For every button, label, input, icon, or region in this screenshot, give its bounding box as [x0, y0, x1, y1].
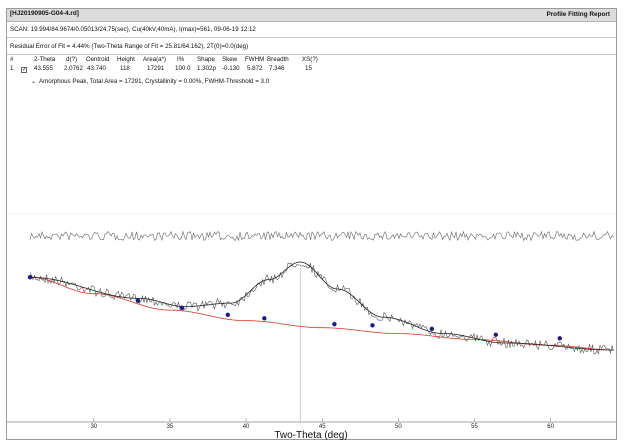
background-point[interactable]	[225, 312, 231, 317]
background-point[interactable]	[493, 332, 499, 337]
column-header: Skew	[222, 56, 238, 63]
x-axis-label: Two-Theta (deg)	[274, 430, 347, 441]
column-header: FWHM	[245, 56, 265, 63]
row-number: 1	[10, 65, 14, 72]
background-point[interactable]	[27, 275, 33, 280]
background-anchor-points	[27, 275, 562, 341]
cell-skew: -0.130	[222, 65, 240, 72]
profile-fit-line	[30, 261, 614, 351]
cell-breadth: 7.346	[269, 65, 285, 72]
x-tick-label: 50	[395, 424, 402, 430]
cell-centroid: 43.740	[87, 65, 106, 72]
background-curve-line	[30, 276, 614, 351]
cell-xs: 15	[305, 65, 312, 72]
residual-difference-trace	[29, 230, 614, 242]
cell-d: 2.0762	[64, 65, 83, 72]
x-tick-label: 60	[547, 424, 554, 430]
cell-area: 17291	[147, 65, 165, 72]
column-header: Centroid	[86, 56, 110, 63]
column-header: 2-Theta	[34, 56, 56, 63]
table-header-row: # 2-Theta d(?) Centroid Height Area(a*) …	[7, 56, 616, 65]
residual-error-info: Residual Error of Fit = 4.44% (Two-Theta…	[10, 43, 249, 50]
chevron-down-icon[interactable]: ⌄	[31, 78, 37, 85]
x-tick-label: 35	[167, 424, 174, 430]
cell-height: 118	[120, 65, 130, 72]
row-checkbox[interactable]: ✓	[21, 66, 27, 73]
x-tick-label: 55	[471, 424, 478, 430]
cell-shape: 1.302p	[197, 65, 216, 72]
table-row[interactable]: 1 ✓ 43.555 2.0762 43.740 118 17291 100.0…	[7, 65, 616, 74]
column-header: XS(?)	[302, 56, 318, 63]
x-tick-label: 30	[90, 424, 97, 430]
divider	[7, 54, 616, 55]
amorphous-peak-row[interactable]: ⌄ Amorphous Peak, Total Area = 17291, Cry…	[31, 78, 269, 85]
background-point[interactable]	[332, 321, 337, 327]
background-point[interactable]	[557, 336, 562, 341]
column-header: Breadth	[267, 56, 289, 63]
report-window: [HJ20190905-G04-4.rd] Profile Fitting Re…	[6, 8, 617, 440]
profile-fitting-report-button[interactable]: Profile Fitting Report	[546, 11, 610, 18]
column-header: #	[10, 56, 14, 63]
background-point[interactable]	[429, 326, 435, 332]
check-icon: ✓	[21, 67, 28, 73]
scan-info: SCAN: 19.994/84.9674/0.05013/24.75(sec),…	[10, 26, 256, 33]
column-header: Area(a*)	[143, 56, 167, 63]
cell-intensity-percent: 100.0	[175, 65, 191, 72]
background-point[interactable]	[262, 316, 267, 321]
cell-2theta: 43.555	[34, 65, 53, 72]
background-point[interactable]	[135, 298, 141, 303]
column-header: I%	[177, 56, 185, 63]
cell-fwhm: 5.872	[247, 65, 263, 72]
measured-pattern-line	[29, 262, 614, 355]
x-axis-ticks: 30 35 40 45 50 55 60	[90, 418, 555, 430]
column-header: Shape	[197, 56, 215, 63]
x-tick-label: 45	[319, 424, 326, 430]
title-bar: [HJ20190905-G04-4.rd] Profile Fitting Re…	[7, 9, 616, 22]
file-title: [HJ20190905-G04-4.rd]	[10, 10, 79, 17]
column-header: d(?)	[66, 56, 78, 63]
background-point[interactable]	[370, 323, 375, 328]
divider	[7, 37, 616, 38]
amorphous-peak-summary: Amorphous Peak, Total Area = 17291, Crys…	[39, 78, 270, 85]
column-header: Height	[117, 56, 135, 63]
x-tick-label: 40	[243, 424, 250, 430]
background-point[interactable]	[179, 305, 185, 310]
